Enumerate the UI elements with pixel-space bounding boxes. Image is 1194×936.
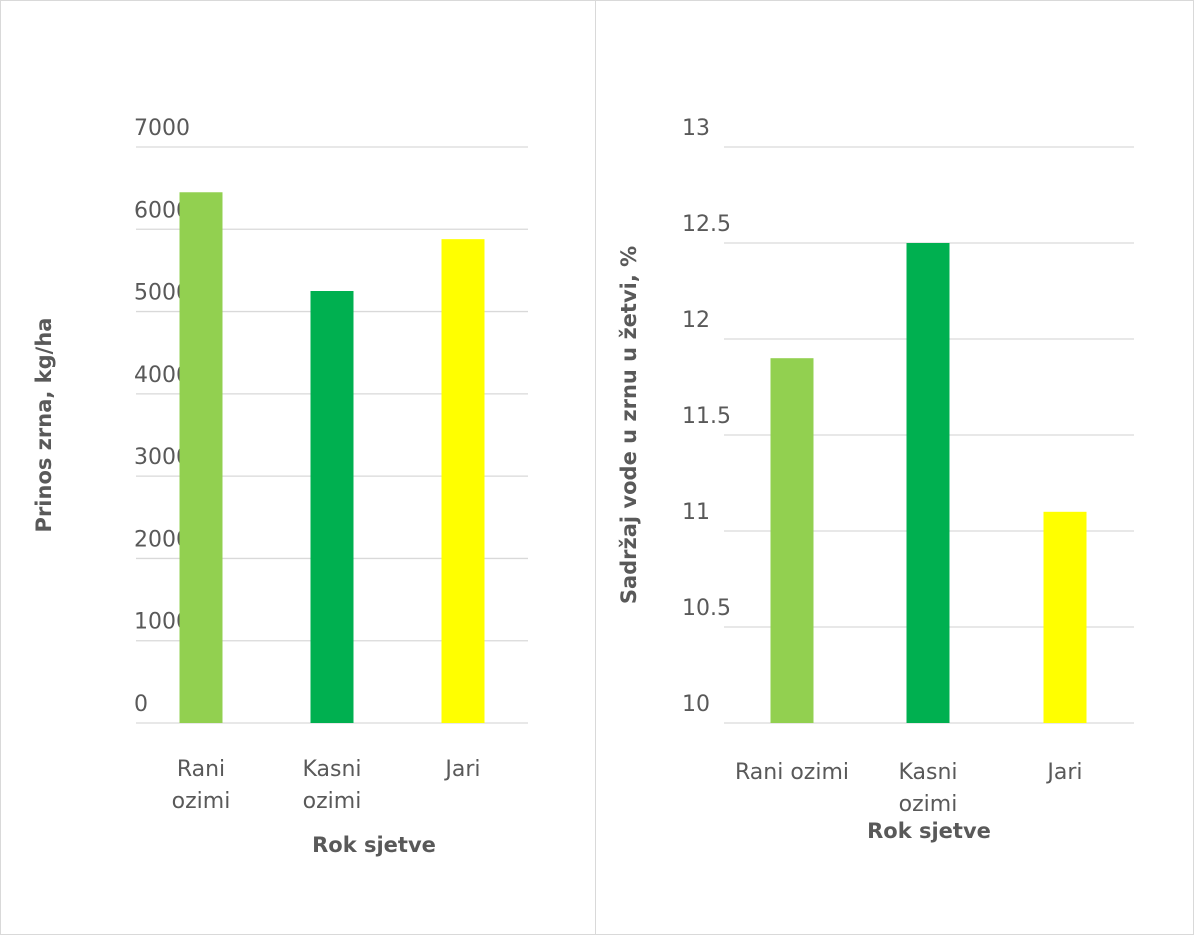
bar-jari [441, 239, 485, 723]
y-tick-label: 11 [682, 500, 710, 525]
chart-panel-moisture: 10 10.5 11 11.5 12 12.5 13 Rani ozimi Kasni ozimi… [595, 0, 1194, 935]
x-tick-label: Kasni ozimi [898, 760, 957, 817]
x-tick-label: Rani ozimi [172, 757, 231, 814]
y-tick-label: 13 [682, 116, 710, 141]
y-axis-title: Prinos zrna, kg/ha [32, 318, 56, 533]
y-axis-title: Sadržaj vode u zrnu u žetvi, % [617, 246, 641, 604]
bar-jari [1043, 511, 1087, 723]
bar-rani-ozimi [179, 192, 223, 723]
y-tick-label: 0 [134, 692, 148, 717]
bar-kasni-ozimi [906, 243, 950, 723]
bar-rani-ozimi [770, 358, 814, 723]
y-tick-label: 12.5 [682, 212, 731, 237]
x-tick-label: Jari [443, 757, 480, 782]
x-axis-title: Rok sjetve [867, 819, 991, 843]
x-tick-label: Jari [1045, 760, 1082, 785]
y-tick-label: 12 [682, 308, 710, 333]
y-tick-label: 11.5 [682, 404, 731, 429]
chart-panel-yield: 0 1000 2000 3000 4000 5000 6000 7000 Rani ozimi Ka… [0, 0, 596, 935]
x-axis-title: Rok sjetve [312, 833, 436, 857]
bar-kasni-ozimi [310, 291, 354, 723]
moisture-chart: 10 10.5 11 11.5 12 12.5 13 Rani ozimi Kasni ozimi… [617, 116, 1134, 843]
x-tick-label: Rani ozimi [735, 760, 849, 785]
y-tick-label: 7000 [134, 116, 190, 141]
y-tick-label: 10 [682, 692, 710, 717]
x-tick-label: Kasni ozimi [302, 757, 361, 814]
y-tick-label: 10.5 [682, 596, 731, 621]
